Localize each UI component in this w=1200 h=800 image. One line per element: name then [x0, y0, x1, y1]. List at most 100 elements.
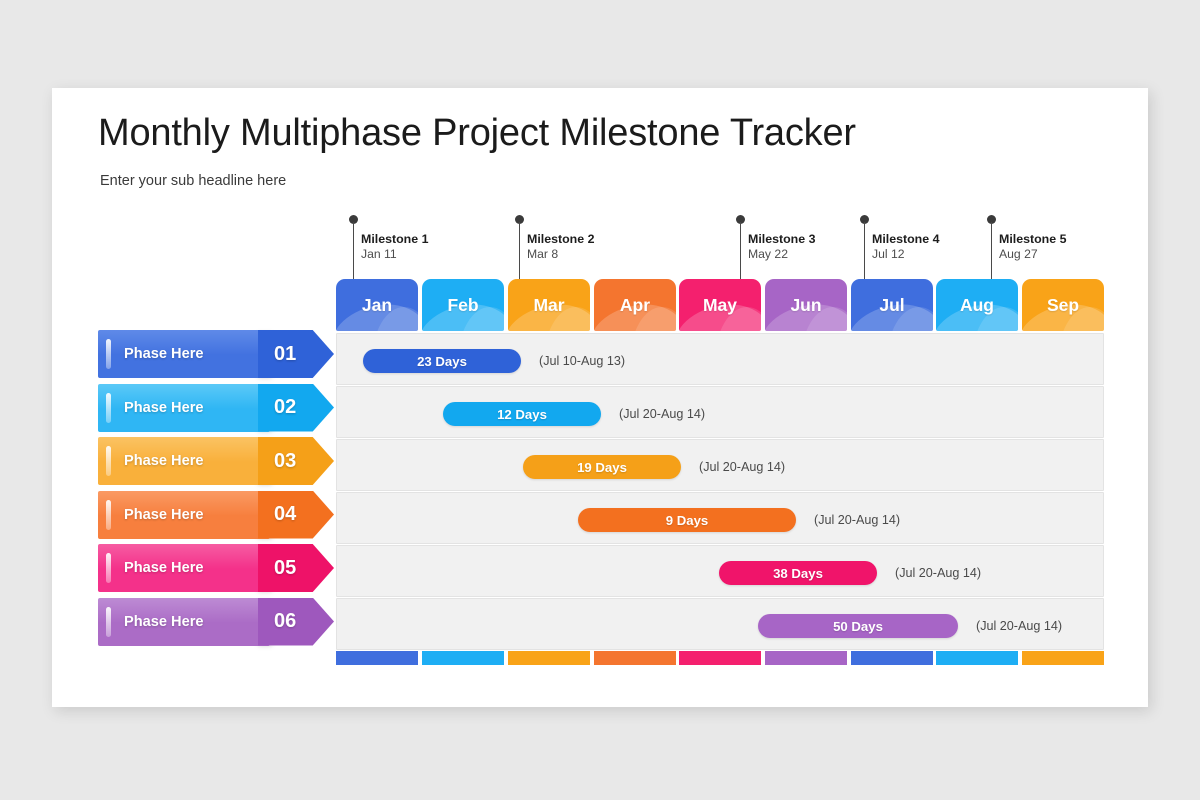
phase-number-label: 05	[274, 556, 297, 579]
month-header-jun[interactable]: Jun	[765, 279, 847, 331]
presentation-slide: Monthly Multiphase Project Milestone Tra…	[52, 88, 1148, 707]
phase-tag-label: Phase Here	[124, 613, 204, 630]
month-header-feb[interactable]: Feb	[422, 279, 504, 331]
gantt-bar-duration-label: 38 Days	[773, 565, 823, 581]
gantt-row: 23 Days (Jul 10-Aug 13)	[336, 333, 1104, 385]
strip-block-jan	[336, 651, 418, 665]
phase-number-arrow[interactable]: 02	[258, 383, 334, 432]
gantt-bar-date-range: (Jul 10-Aug 13)	[539, 354, 626, 368]
milestone-dot-icon	[348, 215, 358, 224]
milestone-dot-icon	[514, 215, 524, 224]
phase-tag-label: Phase Here	[124, 346, 204, 362]
strip-block-may	[679, 651, 761, 665]
gantt-row: 19 Days (Jul 20-Aug 14)	[336, 439, 1104, 491]
phase-tag-body	[98, 597, 270, 646]
phase-number-label: 02	[274, 396, 297, 418]
phase-tag-body	[98, 383, 270, 432]
gantt-bar-phase-06[interactable]: 50 Days	[758, 614, 958, 638]
phase-tag-label: Phase Here	[124, 560, 204, 576]
phase-accent-bar-icon	[106, 499, 111, 530]
phase-tag-body	[98, 490, 270, 539]
phase-tag-05[interactable]: Phase Here 05	[98, 544, 334, 592]
gantt-row: 12 Days (Jul 20-Aug 14)	[336, 386, 1104, 438]
phase-tag-04[interactable]: Phase Here 04	[98, 490, 334, 539]
month-label: Mar	[533, 294, 565, 315]
month-header-may[interactable]: May	[679, 279, 761, 331]
phase-tag-body	[98, 330, 270, 378]
gantt-bar-duration-label: 19 Days	[577, 459, 627, 475]
gantt-row: 38 Days (Jul 20-Aug 14)	[336, 545, 1104, 597]
phase-number-label: 04	[274, 503, 297, 525]
strip-block-apr	[594, 651, 676, 665]
milestone-date: May 22	[748, 247, 788, 261]
month-label: Apr	[619, 294, 651, 315]
milestone-date: Mar 8	[527, 247, 559, 261]
phase-number-label: 01	[274, 342, 297, 365]
phase-number-label: 06	[274, 610, 297, 632]
gantt-bar-phase-03[interactable]: 19 Days	[523, 455, 681, 479]
month-header-jul[interactable]: Jul	[851, 279, 933, 331]
milestone-dot-icon	[986, 215, 996, 224]
milestone-date: Jan 11	[361, 247, 397, 261]
month-label: Jul	[879, 294, 905, 315]
phase-number-label: 03	[274, 449, 297, 472]
gantt-bar-duration-label: 9 Days	[665, 512, 709, 528]
phase-tag-01[interactable]: Phase Here 01	[98, 330, 334, 378]
gantt-bar-phase-05[interactable]: 38 Days	[719, 561, 877, 585]
gantt-bar-date-range: (Jul 20-Aug 14)	[895, 566, 982, 580]
gantt-bar-date-range: (Jul 20-Aug 14)	[699, 460, 786, 474]
strip-block-aug	[936, 651, 1018, 665]
phase-tag-label: Phase Here	[124, 506, 204, 523]
phase-tag-body	[98, 544, 270, 592]
milestone-stem	[518, 222, 520, 288]
month-header-aug[interactable]: Aug	[936, 279, 1018, 331]
gantt-bar-phase-02[interactable]: 12 Days	[443, 402, 601, 426]
phase-number-arrow[interactable]: 04	[258, 490, 334, 539]
milestone-date: Jul 12	[872, 247, 905, 261]
strip-block-mar	[508, 651, 590, 665]
gantt-bar-phase-04[interactable]: 9 Days	[578, 508, 796, 532]
milestone-date: Aug 27	[999, 247, 1038, 261]
page-subtitle: Enter your sub headline here	[100, 173, 287, 189]
phase-accent-bar-icon	[106, 339, 111, 369]
milestone-stem	[863, 222, 865, 288]
month-header-jan[interactable]: Jan	[336, 279, 418, 331]
phase-number-arrow[interactable]: 03	[258, 437, 334, 485]
phase-number-arrow[interactable]: 06	[258, 597, 334, 646]
gantt-bar-duration-label: 23 Days	[417, 353, 467, 369]
gantt-bar-date-range: (Jul 20-Aug 14)	[976, 619, 1063, 633]
month-header-sep[interactable]: Sep	[1022, 279, 1104, 331]
phase-number-arrow[interactable]: 05	[258, 544, 334, 592]
phase-accent-bar-icon	[106, 446, 111, 476]
gantt-bar-duration-label: 50 Days	[833, 618, 883, 634]
milestone-name: Milestone 2	[527, 232, 595, 246]
month-label: Feb	[447, 294, 479, 315]
phase-tag-body	[98, 437, 270, 485]
phase-tag-label: Phase Here	[124, 453, 204, 469]
phase-tag-02[interactable]: Phase Here 02	[98, 383, 334, 432]
page-title: Monthly Multiphase Project Milestone Tra…	[98, 112, 856, 154]
month-label: Jan	[361, 294, 393, 315]
phase-tag-06[interactable]: Phase Here 06	[98, 597, 334, 646]
strip-block-jul	[851, 651, 933, 665]
month-label: May	[702, 294, 738, 315]
gantt-row: 9 Days (Jul 20-Aug 14)	[336, 492, 1104, 544]
milestone-dot-icon	[735, 215, 745, 224]
phase-tag-label: Phase Here	[124, 399, 204, 416]
gantt-bar-phase-01[interactable]: 23 Days	[363, 349, 521, 373]
month-label: Sep	[1046, 294, 1080, 315]
gantt-row: 50 Days (Jul 20-Aug 14)	[336, 598, 1104, 650]
strip-block-sep	[1022, 651, 1104, 665]
milestone-dot-icon	[859, 215, 869, 224]
phase-accent-bar-icon	[106, 553, 111, 583]
phase-number-arrow[interactable]: 01	[258, 330, 334, 378]
milestone-name: Milestone 3	[748, 232, 816, 246]
month-header-apr[interactable]: Apr	[594, 279, 676, 331]
milestone-stem	[990, 222, 992, 288]
month-label: Aug	[959, 294, 995, 315]
phase-tag-03[interactable]: Phase Here 03	[98, 437, 334, 485]
milestone-name: Milestone 5	[999, 232, 1067, 246]
month-header-mar[interactable]: Mar	[508, 279, 590, 331]
milestone-stem	[739, 222, 741, 288]
phase-accent-bar-icon	[106, 606, 111, 637]
